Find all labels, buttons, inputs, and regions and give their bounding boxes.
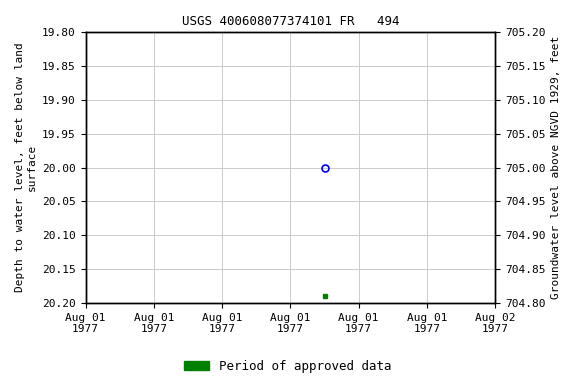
Title: USGS 400608077374101 FR   494: USGS 400608077374101 FR 494 bbox=[181, 15, 399, 28]
Y-axis label: Depth to water level, feet below land
surface: Depth to water level, feet below land su… bbox=[15, 43, 37, 292]
Y-axis label: Groundwater level above NGVD 1929, feet: Groundwater level above NGVD 1929, feet bbox=[551, 36, 561, 299]
Legend: Period of approved data: Period of approved data bbox=[179, 355, 397, 378]
